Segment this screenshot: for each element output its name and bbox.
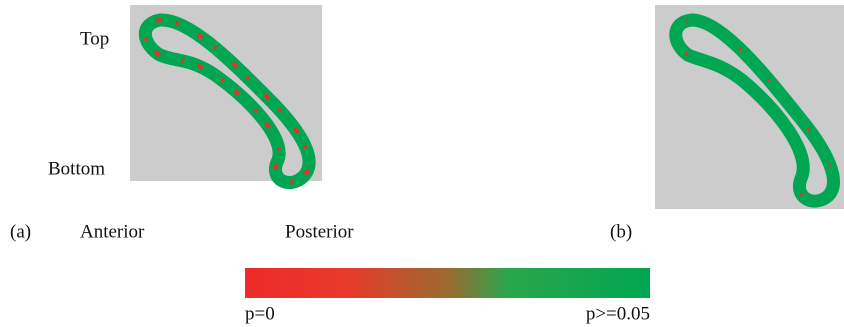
top-label: Top [80, 28, 109, 49]
panel-b-image [655, 5, 844, 209]
posterior-label: Posterior [285, 221, 354, 242]
bottom-label: Bottom [48, 158, 105, 179]
colorbar-min-label: p=0 [245, 303, 275, 324]
panel-a-image [130, 5, 322, 183]
figure: Top Bottom (a) Anterior Posterior (b) p=… [0, 0, 844, 327]
panel-label: (a) [10, 221, 31, 242]
anterior-label: Anterior [80, 221, 145, 242]
panel-label: (b) [610, 221, 632, 242]
colorbar [245, 268, 650, 298]
colorbar-max-label: p>=0.05 [586, 303, 650, 324]
